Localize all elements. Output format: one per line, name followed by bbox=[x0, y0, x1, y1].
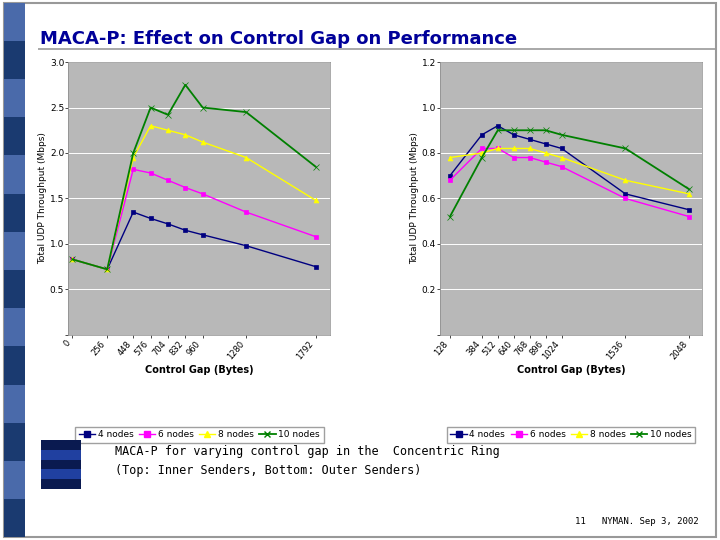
Legend: 4 nodes, 6 nodes, 8 nodes, 10 nodes: 4 nodes, 6 nodes, 8 nodes, 10 nodes bbox=[447, 427, 696, 443]
Y-axis label: Total UDP Throughput (Mbps): Total UDP Throughput (Mbps) bbox=[410, 132, 419, 265]
Y-axis label: Total UDP Throughput (Mbps): Total UDP Throughput (Mbps) bbox=[38, 132, 47, 265]
Text: (Top: Inner Senders, Bottom: Outer Senders): (Top: Inner Senders, Bottom: Outer Sende… bbox=[115, 464, 422, 477]
X-axis label: Control Gap (Bytes): Control Gap (Bytes) bbox=[517, 365, 626, 375]
Text: MACA-P for varying control gap in the  Concentric Ring: MACA-P for varying control gap in the Co… bbox=[115, 446, 500, 458]
Legend: 4 nodes, 6 nodes, 8 nodes, 10 nodes: 4 nodes, 6 nodes, 8 nodes, 10 nodes bbox=[75, 427, 323, 443]
Text: MACA-P: Effect on Control Gap on Performance: MACA-P: Effect on Control Gap on Perform… bbox=[40, 30, 517, 48]
X-axis label: Control Gap (Bytes): Control Gap (Bytes) bbox=[145, 365, 253, 375]
Text: 11   NYMAN. Sep 3, 2002: 11 NYMAN. Sep 3, 2002 bbox=[575, 517, 698, 526]
